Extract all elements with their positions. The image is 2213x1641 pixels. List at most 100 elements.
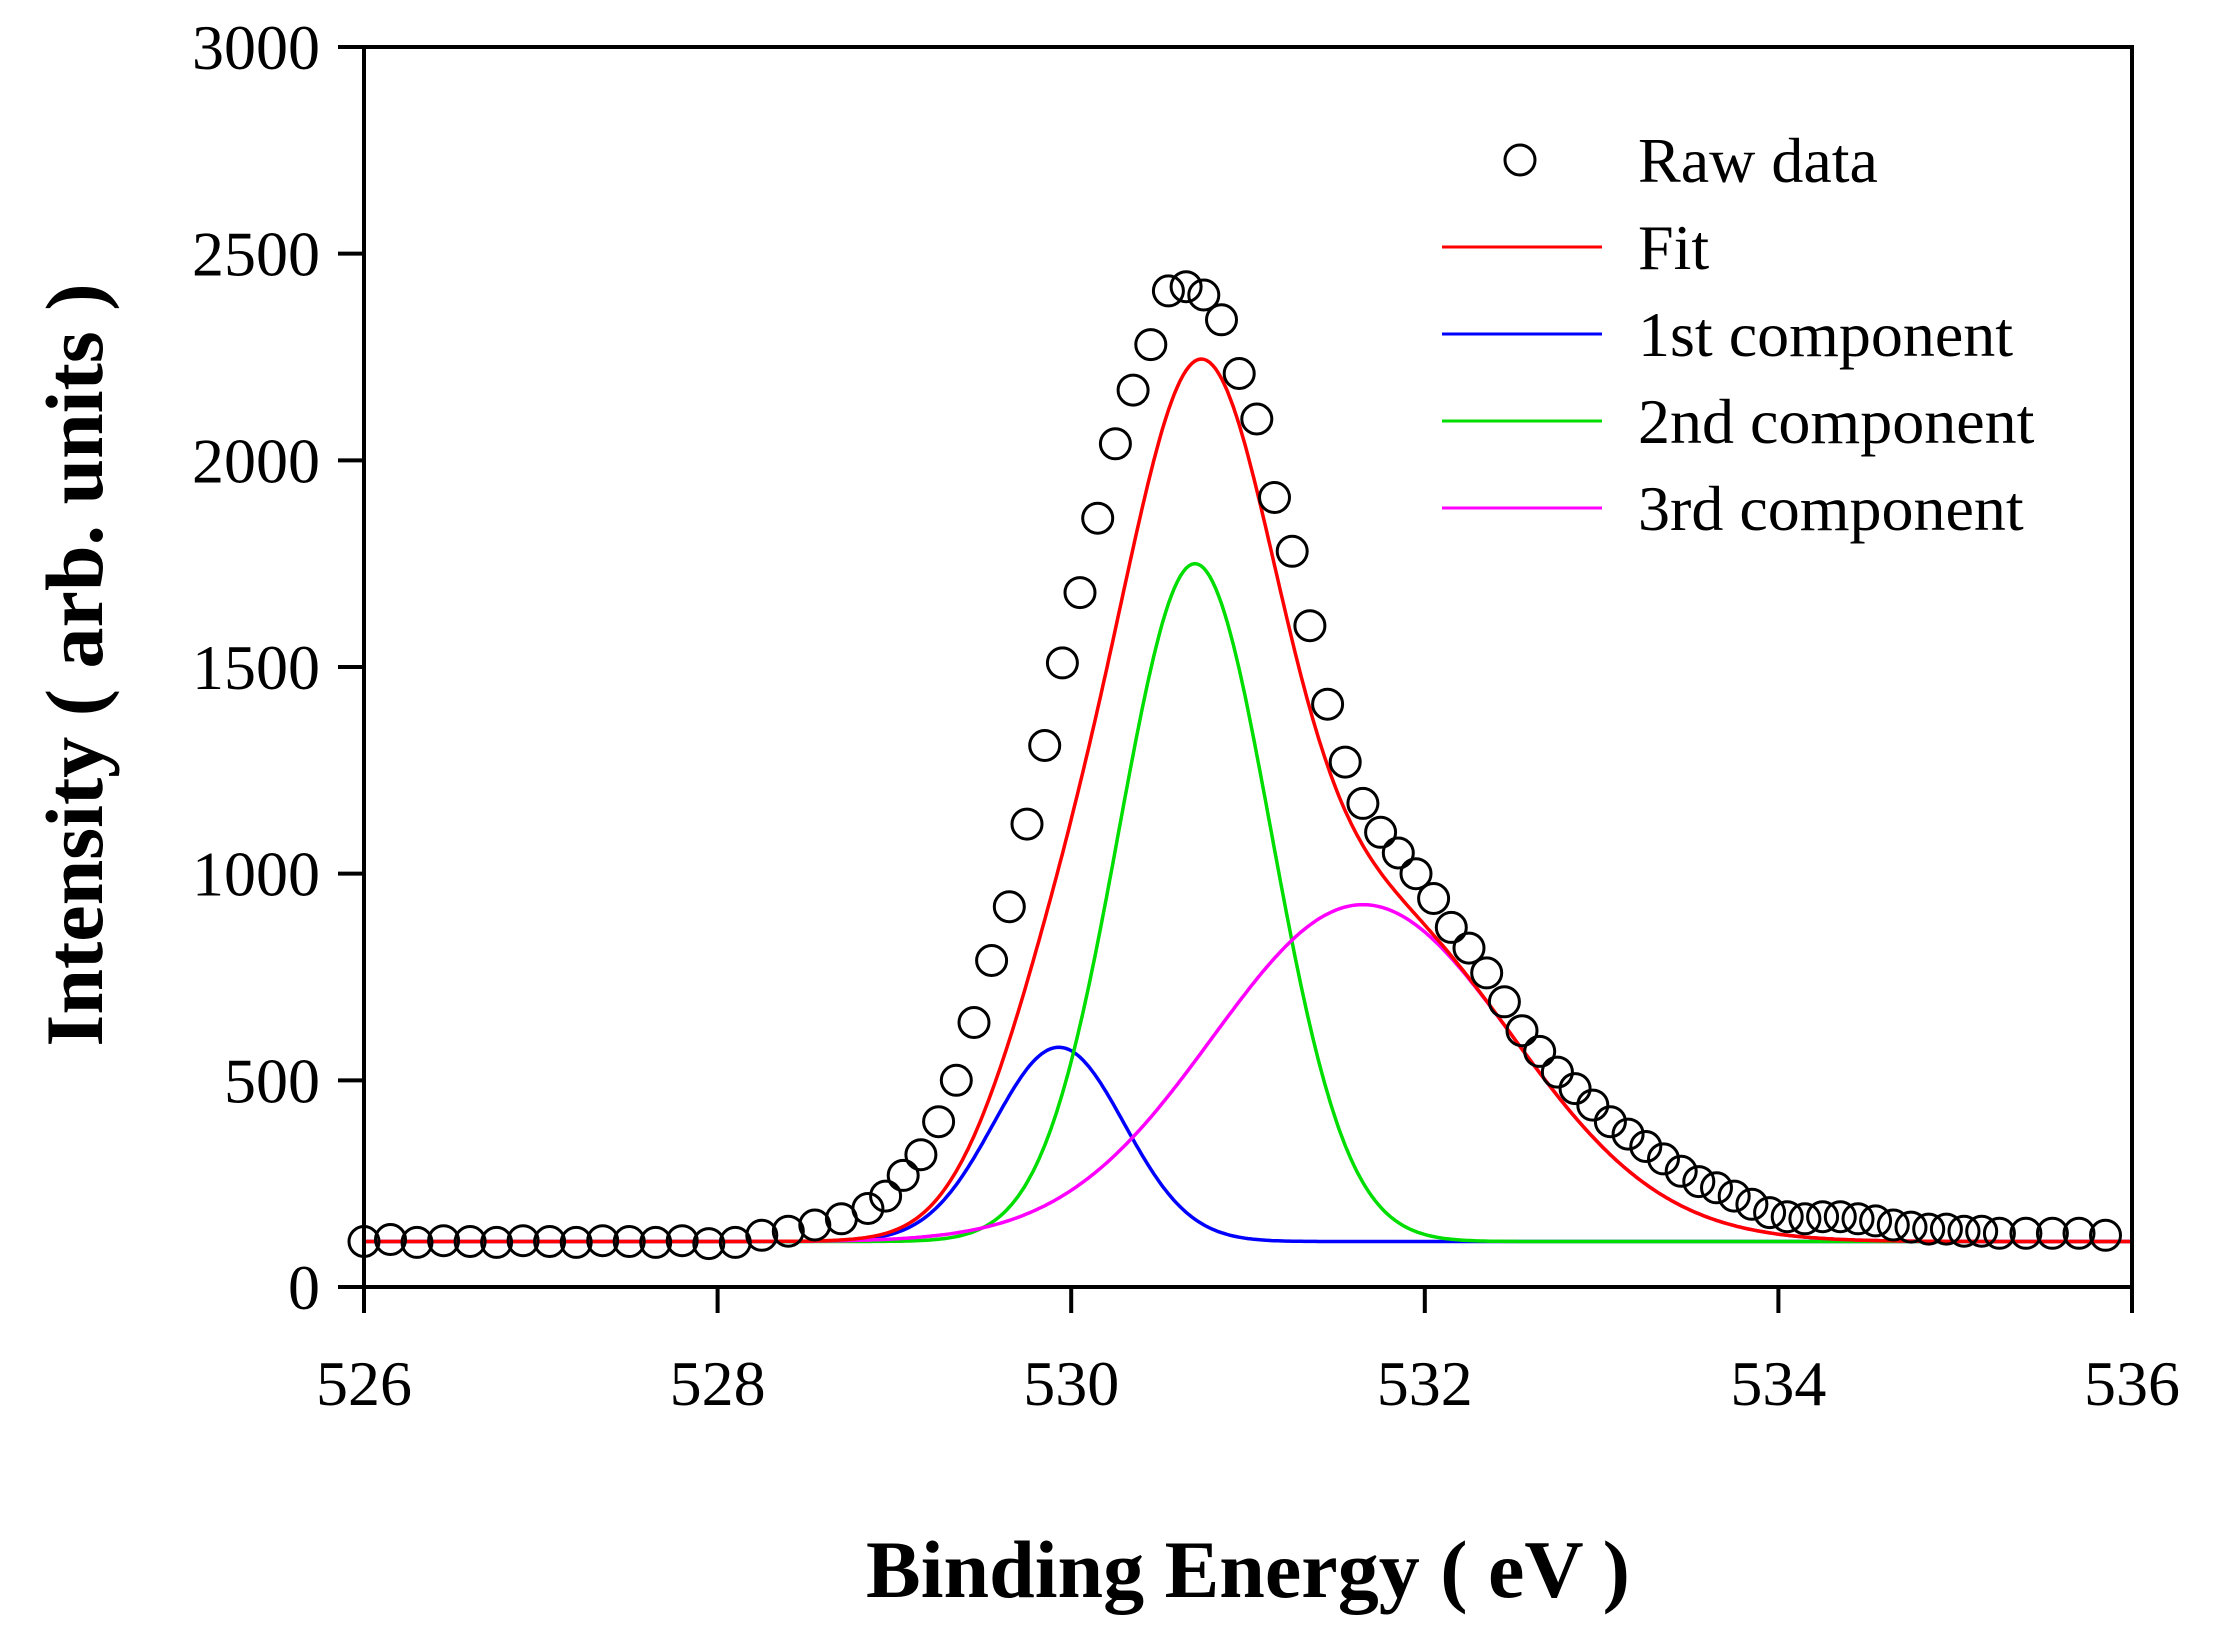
raw-data-point bbox=[1788, 1202, 1822, 1236]
raw-data-point bbox=[1629, 1130, 1663, 1163]
raw-data-point bbox=[1205, 303, 1238, 337]
raw-data-point bbox=[1222, 357, 1256, 390]
raw-data-point bbox=[922, 1105, 956, 1139]
raw-data-point bbox=[1346, 786, 1380, 820]
raw-data-point bbox=[869, 1179, 903, 1213]
raw-data-point bbox=[1452, 931, 1486, 965]
raw-data-point bbox=[1859, 1204, 1893, 1238]
raw-data-point bbox=[1576, 1088, 1610, 1122]
legend-c2-label: 2nd component bbox=[1638, 386, 2035, 457]
x-tick-label-532: 532 bbox=[1377, 1348, 1473, 1419]
raw-data-point bbox=[1664, 1154, 1698, 1188]
x-axis-ticks: 526 528 530 532 534 536 bbox=[316, 1287, 2180, 1419]
raw-data-point bbox=[1134, 328, 1168, 362]
legend-c1-label: 1st component bbox=[1638, 299, 2013, 370]
raw-data-point bbox=[1364, 815, 1398, 849]
raw-data-point bbox=[745, 1218, 779, 1252]
raw-data-point bbox=[1965, 1214, 1999, 1248]
y-tick-label-0: 0 bbox=[288, 1252, 320, 1323]
raw-data-point bbox=[1823, 1200, 1857, 1234]
raw-data-point bbox=[1151, 274, 1185, 308]
legend-raw-marker bbox=[1503, 143, 1537, 177]
raw-data-point bbox=[453, 1225, 487, 1258]
raw-data-point bbox=[480, 1225, 514, 1259]
raw-data-point bbox=[1470, 956, 1504, 990]
raw-data-point bbox=[1558, 1072, 1592, 1106]
component-2-curve bbox=[364, 561, 2132, 1244]
legend-raw-label: Raw data bbox=[1638, 125, 1878, 196]
raw-data-point bbox=[1682, 1165, 1716, 1199]
raw-data-point bbox=[1841, 1202, 1875, 1236]
raw-data-point bbox=[1187, 278, 1221, 312]
x-tick-label-534: 534 bbox=[1730, 1348, 1826, 1419]
raw-data-point bbox=[886, 1158, 920, 1192]
raw-data-point bbox=[1275, 534, 1309, 568]
x-tick-label-530: 530 bbox=[1023, 1348, 1119, 1419]
raw-data-point bbox=[1381, 836, 1415, 870]
raw-data-point bbox=[798, 1208, 832, 1242]
raw-data-point bbox=[2035, 1216, 2069, 1250]
raw-data-point bbox=[506, 1224, 540, 1258]
raw-data-point bbox=[1876, 1208, 1910, 1242]
raw-data-point bbox=[427, 1224, 461, 1258]
raw-data-point bbox=[1399, 857, 1433, 891]
raw-data-point bbox=[1045, 646, 1079, 680]
raw-data-point bbox=[904, 1138, 938, 1172]
y-axis-ticks: 0 500 1000 1500 2000 2500 3000 bbox=[192, 12, 364, 1323]
raw-data-point bbox=[718, 1225, 752, 1259]
raw-data-point bbox=[692, 1227, 726, 1261]
y-tick-label-500: 500 bbox=[224, 1045, 320, 1116]
raw-data-point bbox=[2089, 1218, 2122, 1252]
raw-data-point bbox=[374, 1223, 407, 1256]
raw-data-point bbox=[1311, 687, 1345, 721]
raw-data-point bbox=[1753, 1196, 1787, 1230]
y-tick-label-2500: 2500 bbox=[192, 219, 320, 290]
raw-data-point bbox=[1611, 1117, 1645, 1151]
raw-data-point bbox=[1770, 1200, 1804, 1234]
raw-data-point bbox=[1523, 1034, 1557, 1068]
raw-data-points bbox=[347, 270, 2122, 1261]
x-tick-label-526: 526 bbox=[316, 1348, 412, 1419]
raw-data-point bbox=[851, 1192, 885, 1225]
raw-data-point bbox=[559, 1225, 593, 1259]
raw-data-point bbox=[639, 1225, 673, 1259]
raw-data-point bbox=[2009, 1216, 2043, 1250]
raw-data-point bbox=[771, 1214, 805, 1248]
raw-data-point bbox=[1081, 501, 1115, 535]
component-1-curve bbox=[364, 1045, 2132, 1244]
raw-data-point bbox=[400, 1225, 434, 1259]
raw-data-point bbox=[1063, 576, 1097, 610]
raw-data-point bbox=[1240, 402, 1274, 436]
raw-data-point bbox=[533, 1225, 567, 1258]
y-tick-label-3000: 3000 bbox=[192, 12, 320, 83]
raw-data-point bbox=[1417, 882, 1451, 915]
raw-data-point bbox=[1806, 1200, 1840, 1234]
raw-data-point bbox=[1717, 1179, 1751, 1213]
y-tick-label-2000: 2000 bbox=[192, 425, 320, 496]
component-3-curve bbox=[364, 902, 2132, 1244]
fit-curve bbox=[364, 357, 2132, 1244]
raw-data-point bbox=[1647, 1142, 1680, 1176]
legend-c3-label: 3rd component bbox=[1638, 473, 2024, 544]
raw-data-point bbox=[1169, 270, 1203, 304]
raw-data-point bbox=[939, 1063, 973, 1097]
raw-data-point bbox=[1116, 373, 1150, 407]
legend-fit-label: Fit bbox=[1638, 212, 1709, 283]
raw-data-point bbox=[1947, 1214, 1981, 1248]
raw-data-point bbox=[1010, 807, 1044, 841]
raw-data-point bbox=[1540, 1055, 1574, 1089]
raw-data-point bbox=[1982, 1216, 2016, 1250]
raw-data-point bbox=[1293, 609, 1327, 643]
plot-frame bbox=[362, 45, 2134, 1289]
raw-data-point bbox=[1929, 1212, 1963, 1246]
x-tick-label-528: 528 bbox=[670, 1348, 766, 1419]
raw-data-point bbox=[612, 1225, 646, 1258]
raw-data-point bbox=[586, 1224, 620, 1258]
legend: Raw data Fit 1st component 2nd component… bbox=[1442, 125, 2035, 544]
x-axis-title: Binding Energy ( eV ) bbox=[866, 1524, 1630, 1615]
y-tick-label-1500: 1500 bbox=[192, 632, 320, 703]
raw-data-point bbox=[1735, 1187, 1769, 1221]
raw-data-point bbox=[1912, 1212, 1946, 1246]
raw-data-point bbox=[975, 944, 1009, 977]
y-tick-label-1000: 1000 bbox=[192, 839, 320, 910]
